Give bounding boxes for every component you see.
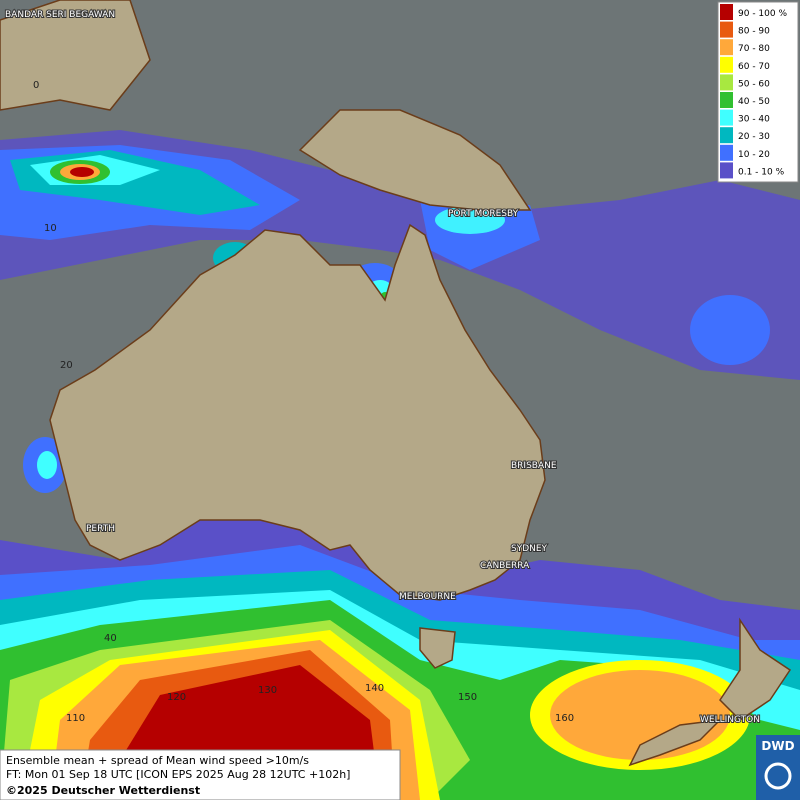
legend-label: 60 - 70 xyxy=(738,62,770,72)
legend-swatch xyxy=(720,4,733,20)
grid-label: 110 xyxy=(66,713,85,724)
grid-label: 20 xyxy=(60,360,73,371)
legend-label: 50 - 60 xyxy=(738,79,770,89)
grid-label: 10 xyxy=(44,223,57,234)
grid-label: 160 xyxy=(555,713,574,724)
logo-text: DWD xyxy=(761,739,794,753)
labels: BANDAR SERI BEGAWAN PORT MORESBY BRISBANE S… xyxy=(4,9,761,726)
legend-label: 30 - 40 xyxy=(738,115,770,125)
legend-label: 90 - 100 % xyxy=(738,9,787,19)
legend-label: 0.1 - 10 % xyxy=(738,167,785,177)
legend-swatch xyxy=(720,144,733,161)
footer-box xyxy=(0,749,401,801)
grid-label: 120 xyxy=(167,692,186,703)
legend-items: 90 - 100 % 80 - 90 70 - 80 60 - 70 50 - 60 40… xyxy=(720,4,787,179)
legend-label: 20 - 30 xyxy=(738,132,770,142)
city-label: SYDNEY xyxy=(511,544,548,554)
landmass xyxy=(0,0,792,767)
city-label: BANDAR SERI BEGAWAN xyxy=(5,10,115,20)
legend-label: 80 - 90 xyxy=(738,27,770,37)
legend-swatch xyxy=(720,109,733,126)
grid-label: 150 xyxy=(458,692,477,703)
city-label: CANBERRA xyxy=(480,561,530,571)
city-label: WELLINGTON xyxy=(700,715,760,725)
legend-swatch xyxy=(720,56,733,73)
grid-label: 40 xyxy=(104,633,117,644)
grid-label: 130 xyxy=(258,685,277,696)
footer-text: Ensemble mean + spread of Mean wind spee… xyxy=(6,754,309,767)
legend-label: 40 - 50 xyxy=(738,97,770,107)
city-label: PORT MORESBY xyxy=(448,209,519,219)
grid-label: 140 xyxy=(365,683,384,694)
legend-swatch xyxy=(720,162,733,179)
city-label: MELBOURNE xyxy=(399,592,456,602)
legend-label: 10 - 20 xyxy=(738,150,770,160)
legend-swatch xyxy=(720,74,733,91)
legend-swatch xyxy=(720,92,733,108)
city-label: BRISBANE xyxy=(511,461,557,471)
legend-swatch xyxy=(720,127,733,144)
legend-label: 70 - 80 xyxy=(738,44,770,54)
city-label: PERTH xyxy=(86,524,115,534)
legend-swatch xyxy=(720,21,733,38)
grid-label: 0 xyxy=(33,80,39,91)
logo-icon xyxy=(764,762,792,790)
footer-text: ©2025 Deutscher Wetterdienst xyxy=(6,784,200,797)
legend-swatch xyxy=(720,39,733,56)
footer-text: FT: Mon 01 Sep 18 UTC [ICON EPS 2025 Aug… xyxy=(6,768,350,781)
